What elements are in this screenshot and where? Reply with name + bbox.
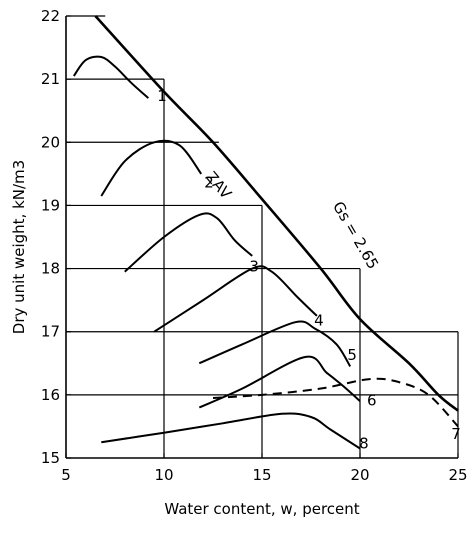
gs-label: Gs = 2.65 [329,198,382,272]
zav-curve [94,15,459,412]
y-tick-label: 18 [41,260,60,278]
compaction-curve-8 [101,412,361,450]
curve-label-7: 7 [451,425,461,443]
y-tick-label: 15 [41,449,60,467]
curve-label-1: 1 [157,87,167,105]
curve-label-3: 3 [249,258,259,276]
y-tick-label: 19 [41,196,60,214]
x-tick-label: 25 [448,466,467,484]
series [72,15,459,450]
reference-grid [66,15,459,458]
y-tick-label: 17 [41,323,60,341]
compaction-curve-5 [198,320,352,367]
curve-label-2: 2 [204,174,214,192]
y-tick-label: 21 [41,70,60,88]
y-axis-label: Dry unit weight, kN/m3 [10,160,28,334]
curve-label-4: 4 [314,311,324,329]
x-tick-label: 5 [61,466,71,484]
curve-label-6: 6 [367,392,377,410]
y-tick-label: 16 [41,386,60,404]
compaction-curve-4 [153,265,318,333]
compaction-curve-1 [72,55,149,99]
x-axis-label: Water content, w, percent [164,500,359,518]
x-tick-label: 10 [154,466,173,484]
curve-label-5: 5 [347,346,357,364]
compaction-curve-2 [100,139,203,197]
y-tick-label: 22 [41,7,60,25]
compaction-curve-6 [198,355,361,409]
compaction-curve-3 [124,212,253,273]
x-tick-label: 15 [252,466,271,484]
curve-labels: 1 2 3 4 5 6 7 8 [157,87,461,452]
curve-label-8: 8 [359,435,369,453]
compaction-curve-7 [212,377,459,428]
y-tick-label: 20 [41,133,60,151]
x-tick-label: 20 [350,466,369,484]
